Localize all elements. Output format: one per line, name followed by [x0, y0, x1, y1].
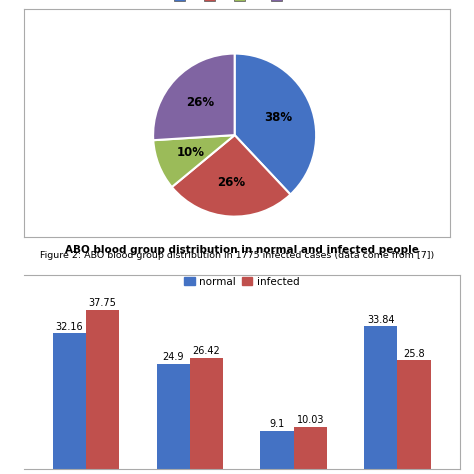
Bar [190, 358, 223, 469]
Text: 9.1: 9.1 [269, 419, 285, 429]
Text: 37.75: 37.75 [89, 298, 117, 308]
Text: 26%: 26% [218, 176, 246, 189]
Text: 26.42: 26.42 [192, 346, 220, 356]
Wedge shape [172, 135, 291, 217]
Wedge shape [153, 135, 235, 187]
Text: 38%: 38% [264, 111, 292, 124]
Bar [364, 326, 398, 469]
Bar [260, 431, 294, 469]
Text: 10.03: 10.03 [297, 415, 324, 425]
Wedge shape [153, 54, 235, 140]
Bar [294, 427, 327, 469]
Text: 25.8: 25.8 [403, 348, 425, 358]
Text: 33.84: 33.84 [367, 315, 395, 325]
Bar [53, 333, 86, 469]
Bar [156, 364, 190, 469]
Legend: normal, infected: normal, infected [180, 273, 303, 291]
Text: ABO blood group distribution in normal and infected people: ABO blood group distribution in normal a… [65, 245, 419, 255]
Legend: A, B, AB, O: A, B, AB, O [169, 0, 300, 7]
Bar [398, 360, 431, 469]
Text: 10%: 10% [177, 146, 205, 159]
Wedge shape [235, 54, 316, 194]
Text: 24.9: 24.9 [163, 352, 184, 363]
Text: Figure 2: ABO blood group distribution in 1775 infected cases (data come from [7: Figure 2: ABO blood group distribution i… [40, 252, 434, 260]
Text: 26%: 26% [186, 96, 214, 109]
Text: 32.16: 32.16 [55, 322, 83, 332]
Bar [86, 310, 119, 469]
